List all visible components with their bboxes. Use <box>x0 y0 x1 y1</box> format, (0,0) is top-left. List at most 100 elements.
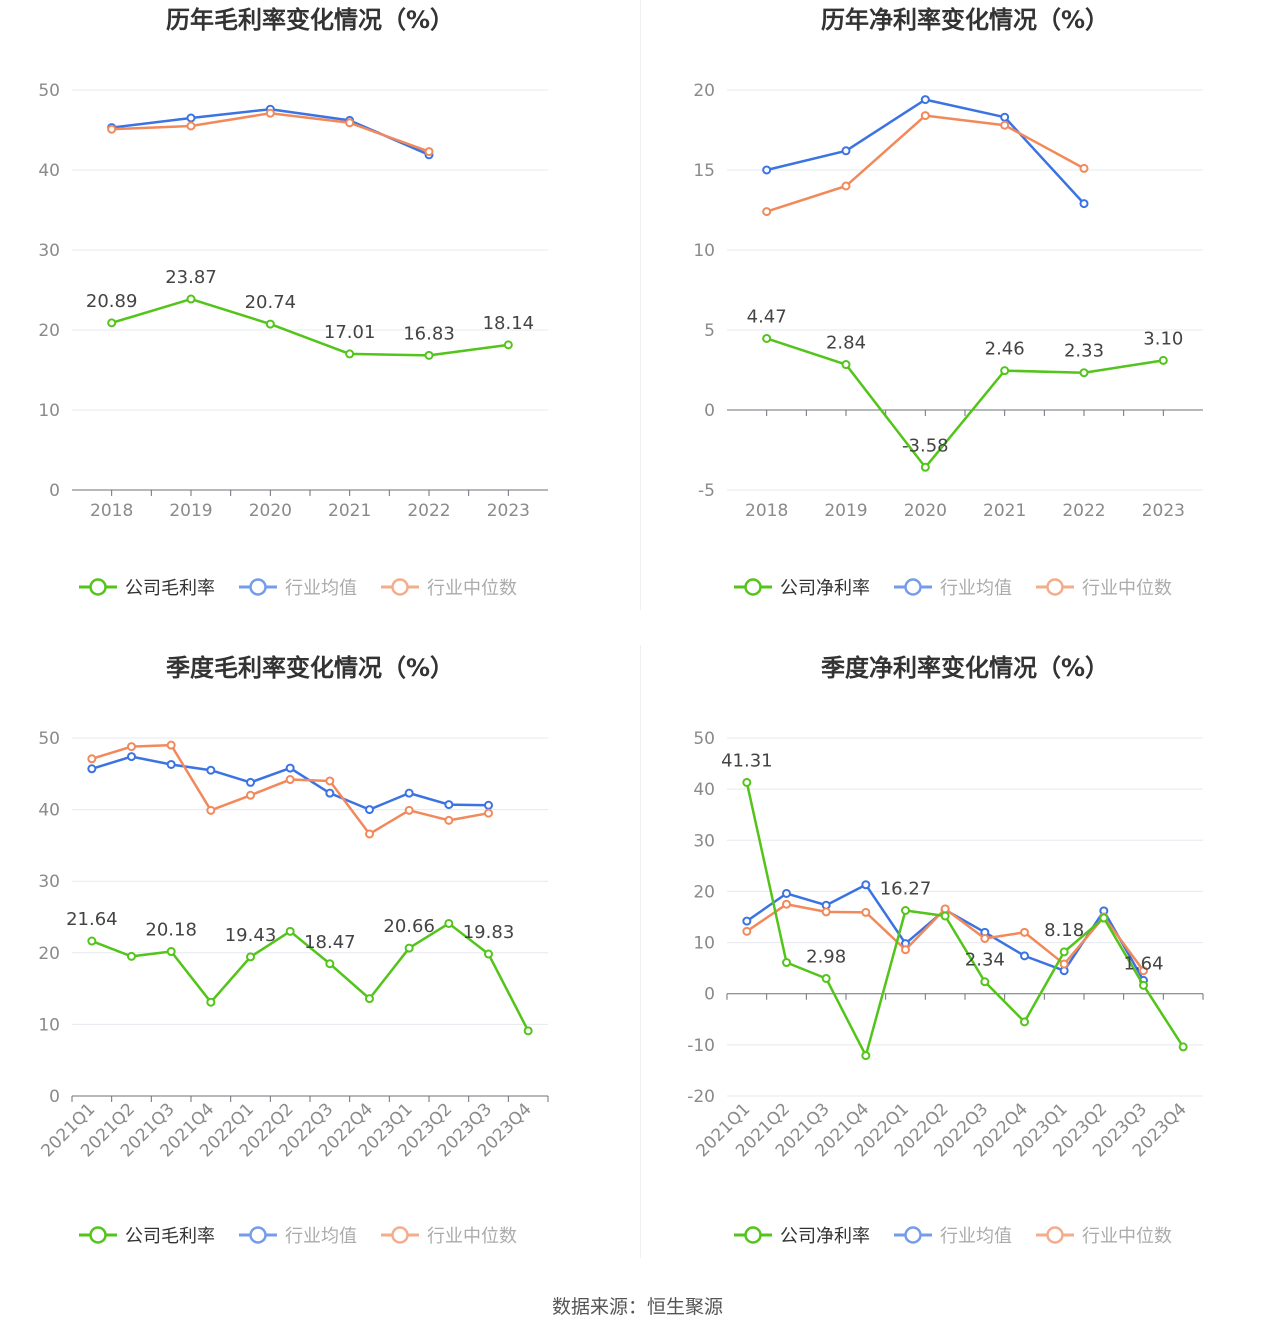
data-point-median <box>365 829 374 839</box>
data-point-median <box>762 207 772 217</box>
data-label: 20.74 <box>245 292 297 313</box>
data-point-median <box>107 124 117 134</box>
data-point-company <box>1178 1042 1188 1052</box>
data-point-median <box>901 945 910 955</box>
y-tick-label: 50 <box>693 729 715 749</box>
data-point-company <box>206 997 216 1007</box>
chart-svg: 历年毛利率变化情况（%） 0 10 20 30 40 50 2018 2019 2020 2021 2… <box>38 6 548 599</box>
data-point-median <box>841 181 851 191</box>
legend-marker-icon <box>89 1226 107 1244</box>
data-point-median <box>980 933 990 943</box>
data-point-company <box>424 350 434 360</box>
y-tick-label: 30 <box>38 241 60 261</box>
data-point-median <box>186 121 196 131</box>
legend-label: 行业均值 <box>285 578 357 599</box>
data-point-avg <box>861 880 871 890</box>
data-label: 19.83 <box>463 922 515 943</box>
chart-svg: 历年净利率变化情况（%） -5 0 5 10 15 20 2018 2019 2020 2021 20… <box>693 6 1203 599</box>
legend-label: 行业中位数 <box>427 578 517 599</box>
y-tick-label: -10 <box>687 1036 715 1056</box>
y-tick-label: 50 <box>38 81 60 101</box>
data-point-median <box>1000 120 1010 130</box>
legend-marker-icon <box>904 1226 922 1244</box>
data-label: 17.01 <box>324 322 376 343</box>
series-line-company <box>745 782 1185 1057</box>
legend-item-avg: 行业均值 <box>239 1226 357 1247</box>
data-label: 19.43 <box>225 925 277 946</box>
data-point-company <box>901 906 910 916</box>
legend-marker-icon <box>391 1226 409 1244</box>
x-tick-label: 2022 <box>1062 501 1105 521</box>
data-point-avg <box>186 113 196 123</box>
y-tick-label: 0 <box>704 985 715 1005</box>
data-point-median <box>345 118 355 128</box>
data-source-note: 数据来源：恒生聚源 <box>551 1296 723 1318</box>
legend-item-median: 行业中位数 <box>1036 578 1172 599</box>
data-label: 2.34 <box>965 950 1005 971</box>
y-tick-label: 30 <box>693 831 715 851</box>
legend-item-company: 公司毛利率 <box>79 1226 215 1247</box>
legend-label: 行业均值 <box>940 1226 1012 1247</box>
chart-svg: 季度毛利率变化情况（%）010203040502021Q12021Q22021Q… <box>38 654 549 1247</box>
data-point-company <box>186 294 196 304</box>
data-point-company <box>980 977 990 987</box>
data-point-company <box>246 952 255 962</box>
data-label: 2.98 <box>806 946 846 967</box>
y-tick-label: 10 <box>693 934 715 954</box>
x-tick-label: 2020 <box>249 501 292 521</box>
data-point-avg <box>1020 951 1029 961</box>
chart-quarterly-net-margin: 季度净利率变化情况（%） -20 -10 0 10 20 30 40 50 2021Q1 2021Q… <box>655 648 1275 1288</box>
data-point-avg <box>1079 199 1089 209</box>
series-line-median <box>766 114 1085 213</box>
data-point-avg <box>404 788 414 798</box>
y-tick-label: 5 <box>704 321 715 341</box>
legend-item-company: 公司毛利率 <box>79 578 215 599</box>
legend-label: 公司净利率 <box>780 1226 870 1247</box>
y-tick-label: 0 <box>49 481 60 501</box>
data-point-company <box>1158 355 1168 365</box>
data-label: 4.47 <box>747 306 787 327</box>
legend-label: 行业均值 <box>940 578 1012 599</box>
y-tick-label: 40 <box>38 801 60 821</box>
data-point-company <box>841 360 851 370</box>
data-point-company <box>861 1051 871 1061</box>
y-tick-label: 10 <box>693 241 715 261</box>
legend-marker-icon <box>249 578 267 596</box>
y-tick-label: 20 <box>693 81 715 101</box>
data-point-company <box>523 1026 533 1036</box>
data-point-avg <box>444 800 454 810</box>
data-point-median <box>206 805 216 815</box>
chart-annual-gross-margin: 历年毛利率变化情况（%） 0 10 20 30 40 50 2018 2019 2020 2021 2… <box>0 0 620 640</box>
y-tick-label: -20 <box>687 1087 715 1107</box>
data-label: 1.64 <box>1123 953 1163 974</box>
data-label: 21.64 <box>66 909 118 930</box>
data-point-median <box>127 742 136 752</box>
data-point-company <box>345 349 355 359</box>
x-tick-label: 2023 <box>1142 501 1185 521</box>
data-point-company <box>265 319 275 329</box>
x-tick-label: 2021 <box>983 501 1026 521</box>
data-point-company <box>1000 366 1010 376</box>
legend-label: 公司毛利率 <box>125 1226 215 1247</box>
data-point-company <box>1139 980 1148 990</box>
data-point-avg <box>285 763 295 773</box>
legend-marker-icon <box>744 1226 762 1244</box>
data-label: 23.87 <box>165 267 217 288</box>
data-point-company <box>1099 913 1109 923</box>
data-point-company <box>1079 368 1089 378</box>
x-tick-label: 2021 <box>328 501 371 521</box>
legend-label: 行业中位数 <box>427 1226 517 1247</box>
data-point-avg <box>166 759 176 769</box>
data-point-company <box>920 462 930 472</box>
chart-quarterly-gross-margin: 季度毛利率变化情况（%） 0 10 20 30 40 50 2021Q1 2021Q2 2021Q… <box>0 648 620 1288</box>
legend-item-avg: 行业均值 <box>239 578 357 599</box>
x-tick-label: 2019 <box>824 501 867 521</box>
data-point-avg <box>782 888 791 898</box>
data-point-median <box>444 815 454 825</box>
data-label: 2.46 <box>985 339 1025 360</box>
data-point-company <box>940 911 950 921</box>
data-label: 20.66 <box>383 916 435 937</box>
legend-label: 公司净利率 <box>780 578 870 599</box>
data-point-company <box>1059 947 1069 957</box>
data-point-avg <box>325 788 335 798</box>
